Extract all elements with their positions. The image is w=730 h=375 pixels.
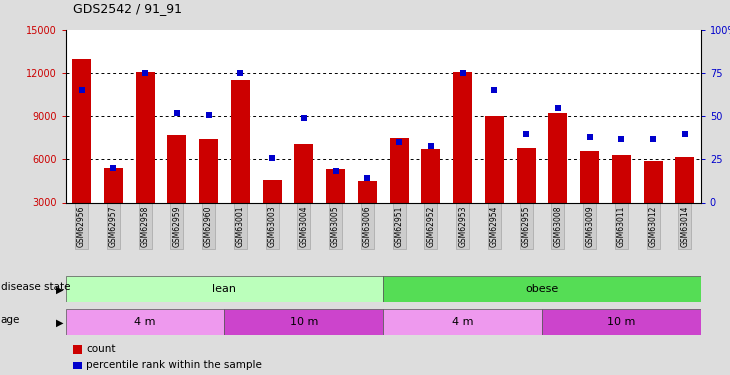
Bar <box>263 180 282 203</box>
Bar <box>390 138 409 202</box>
Bar <box>453 72 472 202</box>
Text: GDS2542 / 91_91: GDS2542 / 91_91 <box>73 2 182 15</box>
Text: disease state: disease state <box>1 282 70 292</box>
Bar <box>358 181 377 203</box>
Point <box>648 136 659 142</box>
Text: age: age <box>1 315 20 325</box>
Bar <box>224 309 383 334</box>
Point <box>298 115 310 121</box>
Text: 10 m: 10 m <box>607 317 636 327</box>
Text: obese: obese <box>526 284 558 294</box>
Text: 4 m: 4 m <box>134 317 155 327</box>
Point <box>457 70 469 76</box>
Bar <box>167 135 186 202</box>
Point <box>584 134 596 140</box>
Point <box>266 154 278 160</box>
Bar <box>136 72 155 202</box>
Point <box>139 70 151 76</box>
Bar <box>199 139 218 202</box>
Point <box>615 136 627 142</box>
Bar <box>294 144 313 202</box>
Text: ▶: ▶ <box>55 318 63 328</box>
Bar <box>231 80 250 203</box>
Text: ▶: ▶ <box>55 285 63 295</box>
Bar <box>612 155 631 203</box>
Bar <box>66 309 224 334</box>
Point <box>488 87 500 93</box>
Bar <box>104 168 123 202</box>
Bar <box>644 161 663 202</box>
Point <box>107 165 119 171</box>
Bar <box>72 59 91 202</box>
Bar <box>517 148 536 202</box>
Bar <box>66 276 383 302</box>
Point <box>361 176 373 181</box>
Point <box>203 111 215 117</box>
Bar <box>421 149 440 202</box>
Bar <box>548 113 567 202</box>
Bar <box>326 170 345 202</box>
Point <box>234 70 246 76</box>
Text: count: count <box>86 345 115 354</box>
Text: 10 m: 10 m <box>290 317 318 327</box>
Point <box>520 130 532 136</box>
Bar <box>485 116 504 202</box>
Text: 4 m: 4 m <box>452 317 473 327</box>
Point <box>393 139 405 145</box>
Point <box>425 142 437 148</box>
Bar <box>542 309 701 334</box>
Bar <box>383 276 701 302</box>
Point <box>552 105 564 111</box>
Point <box>171 110 182 116</box>
Point <box>330 168 342 174</box>
Bar <box>675 156 694 203</box>
Point <box>76 87 88 93</box>
Text: lean: lean <box>212 284 237 294</box>
Bar <box>383 309 542 334</box>
Bar <box>580 151 599 202</box>
Point <box>679 130 691 136</box>
Text: percentile rank within the sample: percentile rank within the sample <box>86 360 262 370</box>
